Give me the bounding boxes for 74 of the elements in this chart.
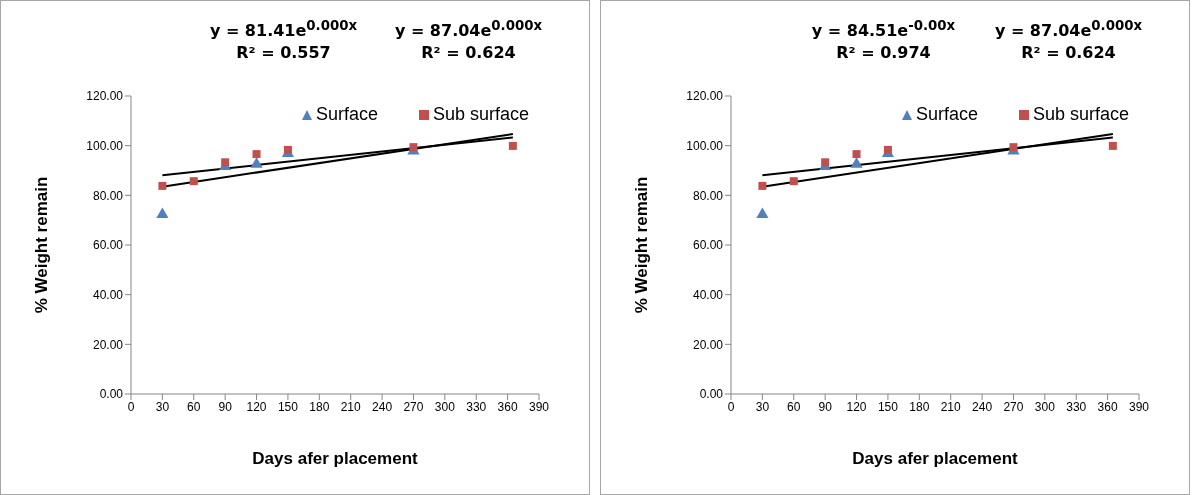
y-tick-label: 120.00 — [686, 89, 724, 104]
y-tick-label: 40.00 — [92, 287, 124, 302]
point — [221, 158, 230, 167]
x-tick-label: 210 — [940, 399, 962, 414]
legend-label: Sub surface — [1032, 104, 1129, 125]
x-tick-label: 30 — [155, 399, 170, 414]
y-axis-title: % Weight remain — [32, 176, 52, 314]
x-tick-label: 0 — [727, 399, 735, 414]
x-tick-label: 210 — [340, 399, 362, 414]
text: y = 87.04e$^{0.000x}$ — [993, 17, 1144, 43]
x-tick-label: 240 — [372, 399, 393, 414]
x-tick-label: 330 — [466, 399, 487, 414]
x-tick-label: 300 — [434, 399, 456, 414]
point — [158, 181, 167, 190]
x-tick-label: 90 — [818, 399, 833, 414]
text: R² = 0.557 — [235, 42, 332, 65]
x-tick-label: 270 — [403, 399, 424, 414]
x-tick-label: 180 — [909, 399, 930, 414]
legend-label: Surface — [315, 104, 378, 125]
y-tick-label: 60.00 — [692, 238, 724, 253]
point — [252, 150, 261, 159]
x-tick-label: 330 — [1066, 399, 1087, 414]
x-tick-label: 150 — [877, 399, 899, 414]
legend-label: Surface — [915, 104, 978, 125]
text: R² = 0.624 — [420, 42, 517, 65]
point — [852, 150, 861, 159]
y-tick-label: 120.00 — [86, 89, 124, 104]
x-tick-label: 390 — [528, 399, 550, 414]
y-tick-label: 0.00 — [99, 387, 124, 402]
text: R² = 0.974 — [835, 42, 932, 65]
point — [1108, 141, 1117, 150]
point — [850, 157, 863, 168]
y-axis-title: % Weight remain — [632, 176, 652, 314]
y-tick-label: 0.00 — [699, 387, 724, 402]
text: y = 84.51e$^{-0.00x}$ — [810, 17, 957, 43]
y-tick-label: 100.00 — [686, 138, 724, 153]
x-tick-label: 180 — [309, 399, 330, 414]
point — [756, 207, 769, 218]
y-tick-label: 80.00 — [92, 188, 124, 203]
x-tick-label: 270 — [1003, 399, 1024, 414]
point — [250, 157, 263, 168]
x-tick-label: 90 — [218, 399, 233, 414]
y-tick-label: 100.00 — [86, 138, 124, 153]
y-tick-label: 60.00 — [92, 238, 124, 253]
x-tick-label: 300 — [1034, 399, 1056, 414]
x-axis-title: Days afer placement — [852, 449, 1019, 468]
x-tick-label: 150 — [277, 399, 299, 414]
point — [156, 207, 169, 218]
point — [758, 181, 767, 190]
x-tick-label: 390 — [1128, 399, 1150, 414]
text: y = 87.04e$^{0.000x}$ — [393, 17, 544, 43]
text: R² = 0.624 — [1020, 42, 1117, 65]
x-tick-label: 360 — [497, 399, 518, 414]
point — [283, 145, 292, 154]
x-tick-label: 60 — [787, 399, 801, 414]
x-tick-label: 120 — [246, 399, 267, 414]
y-tick-label: 20.00 — [92, 337, 124, 352]
point — [883, 145, 892, 154]
x-tick-label: 240 — [972, 399, 993, 414]
point — [189, 177, 198, 186]
point — [508, 141, 517, 150]
y-tick-label: 20.00 — [692, 337, 724, 352]
x-tick-label: 60 — [187, 399, 201, 414]
x-tick-label: 360 — [1097, 399, 1118, 414]
point — [789, 177, 798, 186]
legend-label: Sub surface — [432, 104, 529, 125]
x-tick-label: 120 — [846, 399, 867, 414]
x-tick-label: 30 — [755, 399, 770, 414]
text: y = 81.41e$^{0.000x}$ — [208, 17, 359, 43]
x-tick-label: 0 — [127, 399, 135, 414]
y-tick-label: 40.00 — [692, 287, 724, 302]
point — [821, 158, 830, 167]
x-axis-title: Days afer placement — [252, 449, 419, 468]
y-tick-label: 80.00 — [692, 188, 724, 203]
